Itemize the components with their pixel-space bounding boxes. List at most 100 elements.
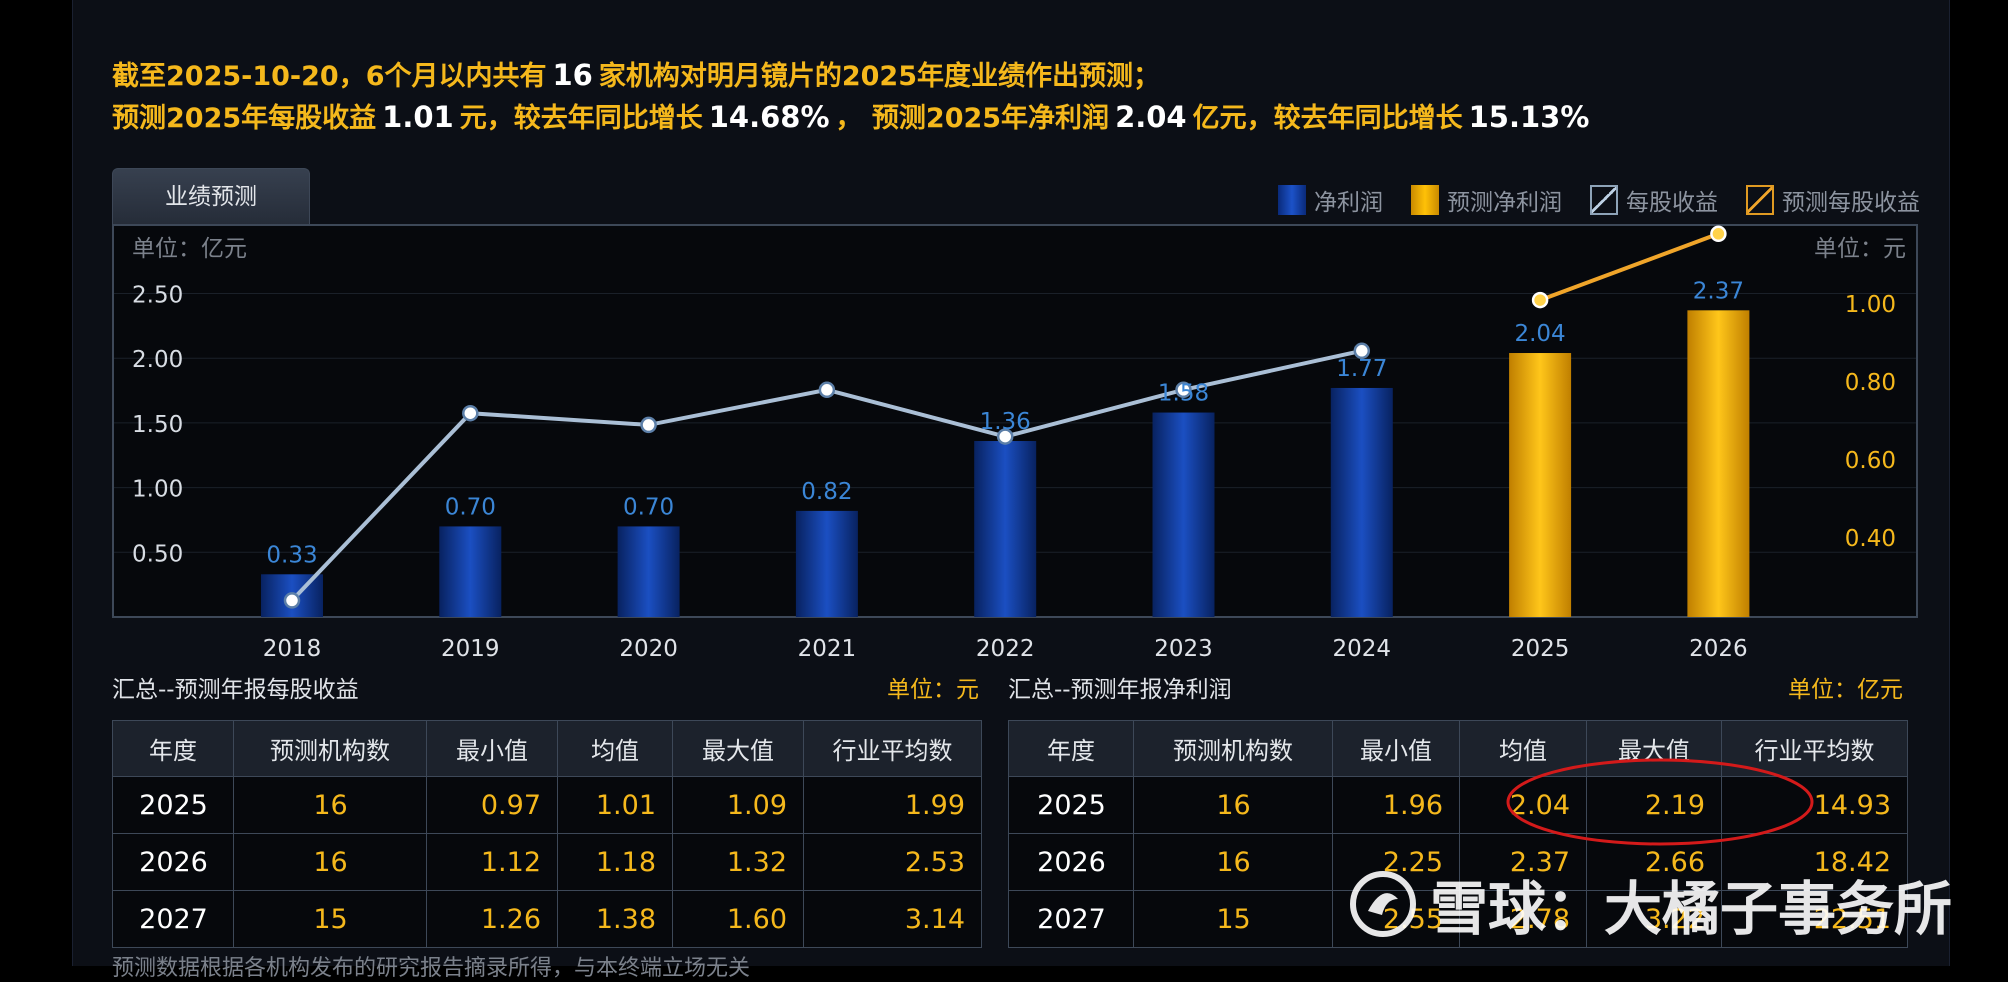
cell-max: 3.22	[1586, 890, 1722, 948]
left-tick-label: 1.00	[132, 477, 183, 503]
cell-max: 1.09	[672, 776, 804, 834]
left-tick-label: 1.50	[132, 412, 183, 438]
bar-data-label: 1.77	[1336, 356, 1387, 382]
tab-performance-forecast[interactable]: 业绩预测	[112, 168, 310, 225]
cell-count: 15	[233, 890, 427, 948]
summary-text: 截至2025-10-20，6个月以内共有	[112, 61, 547, 92]
col-header: 最小值	[426, 720, 558, 777]
cell-mean: 1.18	[557, 833, 673, 891]
table-row: 2025 16 0.97 1.01 1.09 1.99	[112, 776, 982, 834]
col-header: 年度	[112, 720, 234, 777]
left-tick-label: 2.50	[132, 283, 183, 309]
bar-2024	[1330, 387, 1393, 617]
np-table-unit: 单位：亿元	[1788, 677, 1903, 703]
cell-year: 2027	[112, 890, 234, 948]
col-header: 年度	[1008, 720, 1134, 777]
line-swatch-icon	[1590, 185, 1618, 215]
table-row: 2027 15 1.26 1.38 1.60 3.14	[112, 890, 982, 948]
cell-industry-avg: 14.93	[1721, 776, 1908, 834]
table-header-row: 年度 预测机构数 最小值 均值 最大值 行业平均数	[112, 720, 982, 777]
legend-item-forecast-net-profit[interactable]: 预测净利润	[1411, 183, 1562, 217]
bar-data-label: 0.82	[801, 479, 852, 505]
summary-text: ， 预测2025年净利润	[835, 103, 1110, 134]
cell-count: 16	[233, 833, 427, 891]
x-tick-label: 2026	[1689, 636, 1748, 662]
forecast-chart: 0.50 1.00 1.50 2.00 2.50 0.40 0.60 0.80 1.00 2018…	[112, 224, 1918, 662]
bar-data-label: 2.04	[1514, 321, 1565, 347]
summary-text: 家机构对明月镜片的2025年度业绩作出预测；	[598, 61, 1161, 92]
cell-min: 1.26	[426, 890, 558, 948]
x-tick-label: 2018	[263, 636, 322, 662]
snowball-logo-icon	[1350, 871, 1416, 937]
eps-table-title: 汇总--预测年报每股收益	[112, 677, 359, 703]
cell-industry-avg: 2.53	[803, 833, 982, 891]
bar-data-label: 0.33	[266, 542, 317, 568]
col-header: 预测机构数	[1133, 720, 1333, 777]
table-row: 2026 16 2.25 2.37 2.66 18.42	[1008, 833, 1908, 891]
summary-text: 亿元，较去年同比增长	[1192, 103, 1463, 134]
summary-text: 元，较去年同比增长	[459, 103, 703, 134]
legend-item-net-profit[interactable]: 净利润	[1278, 183, 1383, 217]
cell-min: 0.97	[426, 776, 558, 834]
right-tick-label: 0.80	[1845, 370, 1896, 396]
cell-max: 1.60	[672, 890, 804, 948]
bar-swatch-icon	[1411, 185, 1439, 215]
eps-point	[1175, 381, 1192, 399]
cell-mean: 1.01	[557, 776, 673, 834]
cell-industry-avg: 22.51	[1721, 890, 1908, 948]
line-swatch-icon	[1746, 185, 1774, 215]
legend-label: 预测净利润	[1447, 190, 1562, 216]
cell-min: 1.12	[426, 833, 558, 891]
bar-2025	[1509, 353, 1572, 617]
cell-max: 2.19	[1586, 776, 1722, 834]
cell-min: 1.96	[1332, 776, 1460, 834]
footnote: 预测数据根据各机构发布的研究报告摘录所得，与本终端立场无关	[112, 956, 751, 981]
eps-point	[1353, 342, 1371, 360]
cell-mean: 1.38	[557, 890, 673, 948]
col-header: 最大值	[1586, 720, 1722, 777]
cell-year: 2026	[1008, 833, 1134, 891]
eps-forecast-value: 1.01	[382, 100, 454, 134]
bar-data-label: 1.58	[1158, 381, 1209, 407]
x-tick-label: 2019	[441, 636, 500, 662]
cell-count: 16	[1133, 776, 1333, 834]
cell-count: 15	[1133, 890, 1333, 948]
legend-item-forecast-eps[interactable]: 预测每股收益	[1746, 183, 1920, 217]
left-tick-label: 0.50	[132, 541, 183, 567]
forecast-eps-point	[1531, 291, 1549, 309]
legend-label: 每股收益	[1626, 190, 1718, 216]
col-header: 均值	[1459, 720, 1587, 777]
summary-text: 预测2025年每股收益	[112, 103, 377, 134]
x-tick-label: 2023	[1154, 636, 1213, 662]
bar-data-label: 1.36	[980, 409, 1031, 435]
left-axis-unit: 单位：亿元	[132, 236, 247, 262]
bar-data-label: 0.70	[623, 494, 674, 520]
col-header: 预测机构数	[233, 720, 427, 777]
x-tick-label: 2025	[1511, 636, 1570, 662]
legend-item-eps[interactable]: 每股收益	[1590, 183, 1718, 217]
col-header: 最大值	[672, 720, 804, 777]
x-tick-label: 2021	[798, 636, 857, 662]
eps-point	[283, 592, 301, 609]
col-header: 最小值	[1332, 720, 1460, 777]
table-row: 2026 16 1.12 1.18 1.32 2.53	[112, 833, 982, 891]
summary-line-2: 预测2025年每股收益 1.01 元，较去年同比增长 14.68%， 预测2025年净…	[112, 96, 1595, 135]
chart-legend: 净利润 预测净利润 每股收益 预测每股收益	[1278, 183, 1920, 217]
cell-count: 16	[1133, 833, 1333, 891]
eps-forecast-table: 年度 预测机构数 最小值 均值 最大值 行业平均数 2025 16 0.97 1…	[112, 720, 982, 948]
watermark-text: 雪球：大橘子事务所	[1430, 875, 1953, 943]
eps-point	[996, 428, 1014, 445]
eps-point	[462, 404, 479, 422]
watermark: 雪球：大橘子事务所	[1348, 862, 1952, 946]
table-header-row: 年度 预测机构数 最小值 均值 最大值 行业平均数	[1008, 720, 1908, 777]
summary-line-1: 截至2025-10-20，6个月以内共有 16 家机构对明月镜片的2025年度业绩作…	[112, 54, 1160, 93]
bar-2019	[439, 526, 502, 617]
bar-2022	[974, 441, 1037, 617]
institution-count: 16	[552, 58, 593, 92]
np-table-title: 汇总--预测年报净利润	[1008, 677, 1232, 703]
right-tick-label: 0.60	[1845, 448, 1896, 474]
eps-point	[640, 416, 657, 434]
legend-label: 净利润	[1314, 190, 1383, 216]
cell-industry-avg: 1.99	[803, 776, 982, 834]
cell-count: 16	[233, 776, 427, 834]
